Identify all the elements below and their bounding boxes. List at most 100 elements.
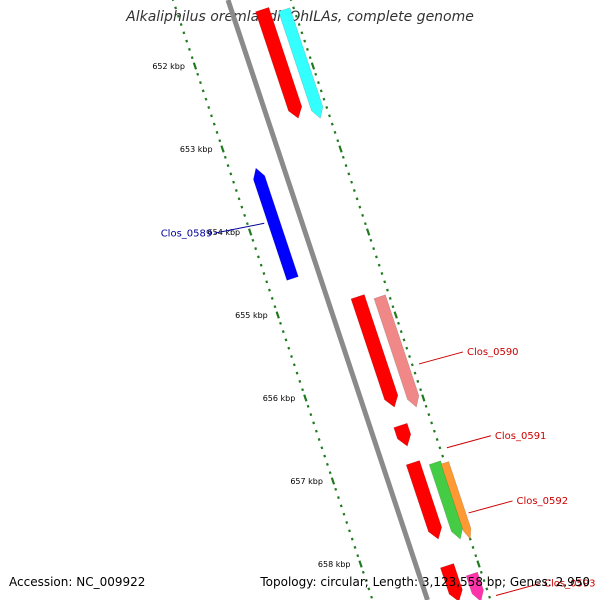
minor-tick-right — [372, 247, 376, 251]
gene-feature — [278, 7, 324, 119]
gene-feature — [440, 563, 463, 600]
minor-tick-left — [240, 205, 244, 209]
minor-tick-right — [306, 47, 309, 51]
minor-tick-right — [471, 545, 475, 549]
minor-tick-right — [300, 31, 304, 35]
minor-tick-left — [185, 39, 189, 43]
minor-tick-right — [352, 189, 356, 192]
minor-tick-right — [441, 454, 445, 458]
minor-tick-right — [416, 379, 420, 383]
minor-tick-left — [337, 496, 340, 500]
minor-tick-right — [330, 122, 334, 126]
minor-tick-right — [419, 388, 422, 392]
minor-tick-left — [234, 189, 238, 192]
tick-label: 654 kbp — [208, 228, 241, 237]
minor-tick-left — [309, 413, 313, 417]
minor-tick-left — [207, 106, 211, 109]
minor-tick-left — [292, 363, 296, 367]
major-tick-left — [192, 62, 198, 70]
minor-tick-left — [226, 164, 230, 168]
gene-label: Clos_0592 — [517, 496, 569, 507]
minor-tick-left — [317, 438, 321, 441]
minor-tick-left — [223, 155, 227, 159]
minor-tick-right — [328, 114, 331, 118]
tick-label: 652 kbp — [152, 62, 185, 71]
minor-tick-right — [380, 272, 384, 275]
minor-tick-left — [323, 454, 327, 458]
minor-tick-left — [325, 462, 329, 466]
minor-tick-right — [408, 355, 411, 358]
major-tick-right — [421, 394, 426, 402]
minor-tick-right — [344, 164, 348, 168]
minor-tick-right — [333, 130, 337, 134]
minor-tick-left — [256, 255, 260, 259]
minor-tick-left — [259, 263, 263, 267]
minor-tick-right — [485, 587, 489, 591]
gene-label-line — [446, 435, 492, 449]
major-tick-left — [303, 394, 308, 402]
minor-tick-left — [237, 197, 241, 201]
minor-tick-right — [361, 213, 365, 217]
tick-label: 658 kbp — [318, 560, 351, 569]
minor-tick-left — [334, 487, 338, 491]
minor-tick-left — [265, 280, 269, 284]
minor-tick-left — [301, 388, 304, 392]
minor-tick-left — [298, 379, 302, 383]
minor-tick-left — [314, 429, 318, 433]
minor-tick-left — [279, 321, 282, 325]
minor-tick-left — [364, 579, 368, 583]
minor-tick-left — [356, 554, 360, 558]
minor-tick-left — [287, 346, 291, 350]
minor-tick-right — [413, 371, 417, 375]
genome-summary-text: Topology: circular; Length: 3,123,558 bp… — [260, 575, 590, 589]
minor-tick-left — [342, 512, 346, 516]
minor-tick-right — [397, 321, 400, 325]
minor-tick-left — [188, 47, 191, 51]
major-tick-right — [310, 62, 316, 70]
minor-tick-left — [229, 172, 233, 176]
minor-tick-left — [190, 56, 194, 60]
major-tick-left — [220, 145, 225, 153]
gene-label: Clos_0590 — [467, 347, 519, 358]
minor-tick-right — [358, 205, 362, 209]
minor-tick-right — [438, 446, 442, 450]
minor-tick-right — [402, 338, 406, 342]
minor-tick-right — [325, 106, 329, 109]
minor-tick-left — [361, 570, 365, 574]
minor-tick-right — [355, 197, 359, 201]
minor-tick-right — [303, 39, 307, 43]
major-tick-right — [365, 228, 371, 236]
minor-tick-left — [262, 272, 266, 275]
minor-tick-right — [319, 89, 323, 93]
gene-feature — [440, 461, 472, 540]
minor-tick-left — [251, 238, 255, 242]
minor-tick-right — [377, 263, 381, 267]
minor-tick-left — [348, 529, 351, 533]
minor-tick-left — [345, 521, 349, 524]
minor-tick-left — [281, 330, 285, 334]
minor-tick-right — [479, 570, 483, 574]
minor-tick-left — [232, 180, 236, 184]
minor-tick-right — [294, 14, 298, 18]
minor-tick-left — [176, 14, 180, 18]
minor-tick-left — [370, 595, 373, 599]
minor-tick-left — [273, 305, 277, 309]
minor-tick-right — [297, 23, 301, 26]
minor-tick-right — [435, 438, 439, 441]
gene-feature — [350, 294, 399, 408]
gene-label-line — [418, 351, 464, 365]
minor-tick-left — [290, 355, 293, 358]
minor-tick-right — [391, 305, 395, 309]
minor-tick-right — [427, 413, 431, 417]
gene-label: Clos_0593 — [544, 579, 596, 590]
minor-tick-left — [201, 89, 205, 93]
minor-tick-right — [363, 222, 367, 226]
major-tick-right — [393, 311, 398, 319]
minor-tick-right — [383, 280, 387, 284]
gene-label-line — [214, 222, 265, 234]
minor-tick-right — [432, 429, 436, 433]
minor-tick-right — [336, 139, 340, 143]
minor-tick-left — [270, 296, 274, 300]
map-title: Alkaliphilus oremlandii OhILAs, complete… — [126, 9, 474, 25]
gene-feature — [373, 294, 420, 408]
